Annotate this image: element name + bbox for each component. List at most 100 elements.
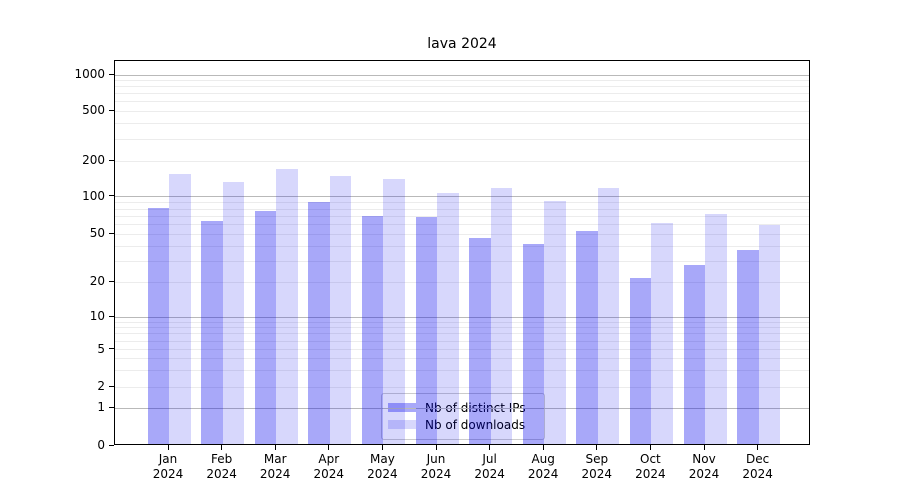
minor-gridline xyxy=(115,327,809,329)
minor-gridline xyxy=(115,122,809,124)
bar-downloads-may xyxy=(383,178,405,444)
bar-distinct-ips-jun xyxy=(415,217,437,444)
y-tick-mark xyxy=(109,348,114,350)
y-tick-label: 100 xyxy=(82,188,105,203)
bar-distinct-ips-nov xyxy=(683,264,705,444)
x-tick-label: Sep 2024 xyxy=(581,452,613,481)
x-tick-mark xyxy=(435,445,437,450)
minor-gridline xyxy=(115,202,809,204)
x-tick-label: Apr 2024 xyxy=(313,452,345,481)
bar-distinct-ips-aug xyxy=(522,244,545,444)
y-tick-label: 50 xyxy=(89,226,105,241)
minor-gridline xyxy=(115,358,809,360)
legend-label-distinct-ips: Nb of distinct IPs xyxy=(425,400,526,415)
x-tick-label: Jan 2024 xyxy=(152,452,184,481)
x-tick-mark xyxy=(328,445,330,450)
minor-gridline xyxy=(115,281,809,283)
bar-distinct-ips-oct xyxy=(629,277,652,444)
y-tick-mark xyxy=(109,195,114,197)
minor-gridline xyxy=(115,369,809,371)
x-tick-label: Jul 2024 xyxy=(474,452,505,481)
bar-downloads-oct xyxy=(651,222,673,444)
bar-downloads-aug xyxy=(544,200,566,444)
y-tick-mark xyxy=(109,159,114,161)
minor-gridline xyxy=(115,86,809,88)
minor-gridline xyxy=(115,233,809,235)
x-tick-label: Jun 2024 xyxy=(420,452,452,481)
bar-distinct-ips-jul xyxy=(469,238,491,444)
x-tick-mark xyxy=(596,445,598,450)
bar-distinct-ips-sep xyxy=(576,231,598,444)
bar-distinct-ips-mar xyxy=(254,211,277,444)
legend-item-downloads: Nb of downloads xyxy=(388,416,536,433)
minor-gridline xyxy=(115,321,809,323)
minor-gridline xyxy=(115,93,809,95)
minor-gridline xyxy=(115,101,809,103)
bar-downloads-feb xyxy=(222,181,245,444)
minor-gridline xyxy=(115,245,809,247)
x-tick-label: Oct 2024 xyxy=(635,452,666,481)
bar-downloads-jan xyxy=(169,174,191,444)
major-gridline xyxy=(115,316,809,318)
bar-downloads-sep xyxy=(597,188,620,444)
x-tick-label: May 2024 xyxy=(367,452,398,481)
minor-gridline xyxy=(115,224,809,226)
y-tick-label: 1000 xyxy=(74,67,105,81)
major-gridline xyxy=(115,407,809,409)
x-tick-label: Feb 2024 xyxy=(206,452,237,481)
x-tick-mark xyxy=(221,445,223,450)
bar-downloads-nov xyxy=(705,213,727,444)
x-tick-label: Mar 2024 xyxy=(259,452,291,481)
minor-gridline xyxy=(115,160,809,162)
bar-downloads-jun xyxy=(437,193,459,444)
bar-distinct-ips-jan xyxy=(147,208,169,444)
y-tick-label: 5 xyxy=(97,341,105,356)
y-tick-mark xyxy=(109,109,114,111)
minor-gridline xyxy=(115,110,809,112)
legend-label-downloads: Nb of downloads xyxy=(425,417,526,432)
legend-item-distinct-ips: Nb of distinct IPs xyxy=(388,399,536,416)
x-tick-label: Dec 2024 xyxy=(742,452,773,481)
x-tick-mark xyxy=(489,445,491,450)
y-tick-mark xyxy=(109,73,114,75)
bar-distinct-ips-feb xyxy=(201,220,223,444)
y-tick-label: 500 xyxy=(82,103,105,117)
chart-title: lava 2024 xyxy=(427,36,497,52)
bar-downloads-dec xyxy=(758,225,781,444)
bar-downloads-mar xyxy=(276,169,298,444)
minor-gridline xyxy=(115,215,809,217)
major-gridline xyxy=(115,196,809,198)
y-tick-label: 2 xyxy=(97,379,105,394)
minor-gridline xyxy=(115,79,809,81)
x-tick-mark xyxy=(542,445,544,450)
x-tick-mark xyxy=(649,445,651,450)
y-tick-label: 20 xyxy=(89,274,105,289)
x-tick-mark xyxy=(757,445,759,450)
legend: Nb of distinct IPs Nb of downloads xyxy=(381,393,545,440)
x-tick-mark xyxy=(381,445,383,450)
y-tick-mark xyxy=(109,385,114,387)
minor-gridline xyxy=(115,138,809,140)
bar-distinct-ips-apr xyxy=(308,201,330,444)
y-tick-mark xyxy=(109,444,114,446)
plot-area: Nb of distinct IPs Nb of downloads xyxy=(114,60,810,445)
legend-swatch-downloads xyxy=(388,420,416,429)
y-tick-label: 10 xyxy=(89,309,105,324)
bar-distinct-ips-dec xyxy=(737,249,759,444)
y-tick-label: 0 xyxy=(97,438,105,452)
y-tick-mark xyxy=(109,280,114,282)
y-tick-mark xyxy=(109,315,114,317)
minor-gridline xyxy=(115,333,809,335)
bar-downloads-apr xyxy=(329,175,352,444)
major-gridline xyxy=(115,74,809,76)
y-tick-label: 200 xyxy=(82,153,105,168)
y-tick-mark xyxy=(109,232,114,234)
x-tick-mark xyxy=(703,445,705,450)
x-tick-mark xyxy=(274,445,276,450)
x-tick-label: Nov 2024 xyxy=(688,452,720,481)
minor-gridline xyxy=(115,349,809,351)
y-tick-label: 1 xyxy=(97,400,105,415)
bar-downloads-jul xyxy=(490,187,513,444)
legend-swatch-distinct-ips xyxy=(388,403,416,412)
